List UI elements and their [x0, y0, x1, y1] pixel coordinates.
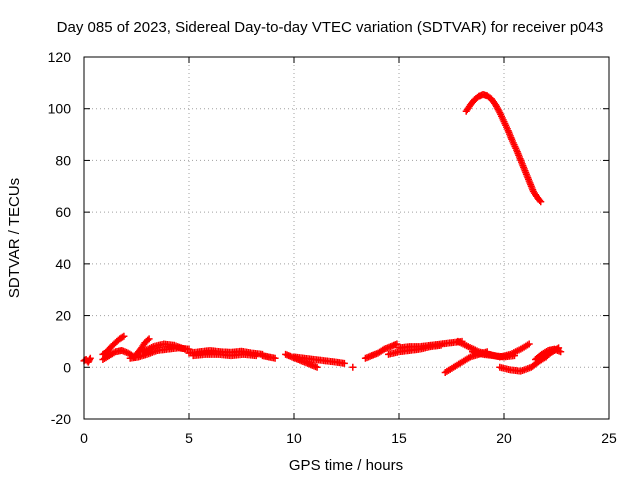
x-tick-label: 20	[496, 430, 512, 446]
arc-8-point	[252, 352, 260, 360]
arc-12-point	[349, 363, 357, 371]
arc-22-fill-point	[536, 197, 544, 205]
y-tick-label: 60	[55, 204, 71, 220]
arc-17-point	[525, 340, 533, 348]
arc-1-point	[86, 354, 94, 362]
y-tick-label: 100	[48, 101, 72, 117]
arc-6-point	[181, 345, 189, 353]
data-points	[80, 90, 565, 376]
y-tick-label: 80	[55, 152, 71, 168]
y-tick-label: -20	[51, 411, 71, 427]
arc-21-fill-point	[553, 345, 561, 353]
y-tick-label: 0	[63, 359, 71, 375]
y-tick-label: 20	[55, 308, 71, 324]
x-tick-label: 25	[601, 430, 617, 446]
arc-4-fill-point	[144, 336, 152, 344]
x-tick-label: 15	[391, 430, 407, 446]
arc-9-point	[271, 354, 279, 362]
x-tick-label: 0	[80, 430, 88, 446]
arc-11-point	[340, 359, 348, 367]
arc-22-point	[537, 198, 545, 206]
arc-2-fill-point	[119, 333, 126, 341]
arc-2-point	[120, 332, 128, 340]
y-tick-label: 120	[48, 49, 72, 65]
y-axis-label: SDTVAR / TECUs	[6, 178, 23, 298]
plot-frame	[83, 56, 610, 420]
y-tick-label: 40	[55, 256, 71, 272]
x-tick-label: 5	[185, 430, 193, 446]
arc-21-point	[555, 344, 563, 352]
arc-18-point	[511, 352, 518, 360]
arc-10-point	[313, 363, 321, 371]
arc-13-point	[393, 340, 401, 348]
x-tick-label: 10	[286, 430, 302, 446]
arc-3-fill-point	[110, 349, 118, 357]
x-axis-label: GPS time / hours	[289, 457, 403, 474]
chart-title: Day 085 of 2023, Sidereal Day-to-day VTE…	[57, 19, 604, 36]
arc-4-point	[145, 335, 153, 343]
